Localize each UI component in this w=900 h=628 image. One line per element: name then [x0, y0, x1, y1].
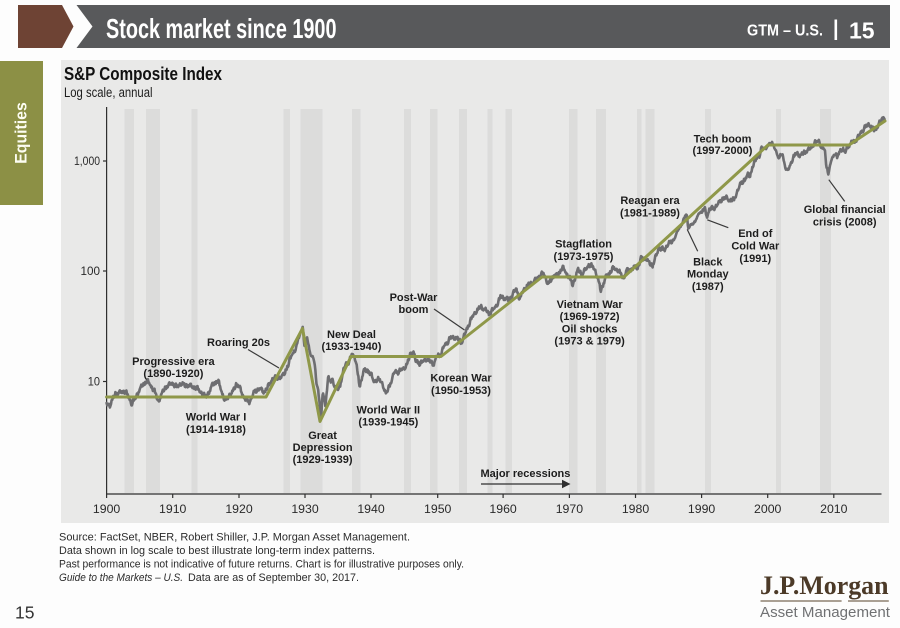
svg-text:(1914-1918): (1914-1918)	[186, 424, 246, 436]
svg-text:World War II: World War II	[357, 404, 421, 416]
svg-text:(1991): (1991)	[739, 253, 771, 265]
svg-text:1970: 1970	[556, 502, 584, 516]
svg-text:boom: boom	[399, 304, 429, 316]
svg-text:1980: 1980	[622, 502, 650, 516]
svg-text:1950: 1950	[424, 502, 452, 516]
svg-text:1940: 1940	[357, 502, 385, 516]
svg-text:J.P.Morgan: J.P.Morgan	[760, 571, 889, 600]
svg-text:Vietnam War: Vietnam War	[557, 299, 624, 311]
svg-text:2010: 2010	[820, 502, 848, 516]
svg-text:Tech boom: Tech boom	[694, 133, 752, 145]
svg-text:New Deal: New Deal	[327, 329, 376, 341]
svg-text:(1973 & 1979): (1973 & 1979)	[554, 336, 625, 348]
svg-text:(1939-1945): (1939-1945)	[358, 417, 418, 429]
svg-text:2000: 2000	[754, 502, 782, 516]
svg-text:Source: FactSet, NBER, Robert: Source: FactSet, NBER, Robert Shiller, J…	[59, 532, 410, 544]
svg-text:(1987): (1987)	[692, 281, 724, 293]
svg-text:crisis (2008): crisis (2008)	[813, 216, 877, 228]
svg-text:15: 15	[849, 17, 875, 43]
svg-text:1920: 1920	[225, 502, 253, 516]
svg-text:(1929-1939): (1929-1939)	[293, 454, 353, 466]
svg-text:Data shown in log scale to bes: Data shown in log scale to best illustra…	[59, 545, 375, 557]
svg-text:1910: 1910	[159, 502, 187, 516]
svg-text:Oil shocks: Oil shocks	[562, 323, 618, 335]
svg-text:Great: Great	[308, 430, 337, 442]
svg-text:GTM – U.S.: GTM – U.S.	[747, 23, 823, 40]
svg-text:1990: 1990	[688, 502, 716, 516]
svg-text:Log scale, annual: Log scale, annual	[64, 85, 153, 100]
svg-text:10: 10	[88, 374, 100, 388]
svg-text:S&P Composite Index: S&P Composite Index	[64, 64, 222, 84]
svg-text:Stock market since 1900: Stock market since 1900	[106, 13, 337, 44]
svg-text:Global financial: Global financial	[804, 204, 886, 216]
svg-text:(1969-1972): (1969-1972)	[560, 311, 620, 323]
svg-text:15: 15	[15, 603, 34, 623]
svg-text:Asset Management: Asset Management	[760, 604, 891, 621]
svg-text:Progressive era: Progressive era	[132, 356, 215, 368]
svg-text:Korean War: Korean War	[430, 373, 492, 385]
svg-text:Monday: Monday	[687, 269, 729, 281]
svg-text:(1950-1953): (1950-1953)	[431, 385, 491, 397]
svg-text:Major recessions: Major recessions	[481, 468, 571, 480]
svg-text:1960: 1960	[489, 502, 517, 516]
svg-text:End of: End of	[738, 228, 773, 240]
svg-text:Post-War: Post-War	[390, 292, 439, 304]
svg-text:(1890-1920): (1890-1920)	[143, 368, 203, 380]
svg-text:1,000: 1,000	[74, 154, 100, 168]
svg-text:1900: 1900	[93, 502, 121, 516]
svg-text:(1981-1989): (1981-1989)	[620, 207, 680, 219]
svg-text:(1997-2000): (1997-2000)	[693, 145, 753, 157]
svg-text:100: 100	[81, 264, 101, 278]
svg-text:Equities: Equities	[12, 102, 31, 164]
svg-text:Past performance is not indica: Past performance is not indicative of fu…	[59, 559, 464, 571]
svg-text:Data are as of September 30, 2: Data are as of September 30, 2017.	[188, 572, 359, 584]
svg-text:Guide to the Markets – U.S.: Guide to the Markets – U.S.	[59, 572, 183, 584]
svg-text:Black: Black	[693, 257, 723, 269]
svg-text:1930: 1930	[291, 502, 319, 516]
svg-text:(1973-1975): (1973-1975)	[554, 251, 614, 263]
svg-text:Roaring 20s: Roaring 20s	[207, 337, 270, 349]
svg-text:Reagan era: Reagan era	[620, 195, 680, 207]
svg-text:World War I: World War I	[186, 412, 247, 424]
svg-text:Cold War: Cold War	[731, 241, 780, 253]
svg-text:Depression: Depression	[293, 442, 353, 454]
svg-text:(1933-1940): (1933-1940)	[322, 341, 382, 353]
svg-text:Stagflation: Stagflation	[555, 239, 612, 251]
